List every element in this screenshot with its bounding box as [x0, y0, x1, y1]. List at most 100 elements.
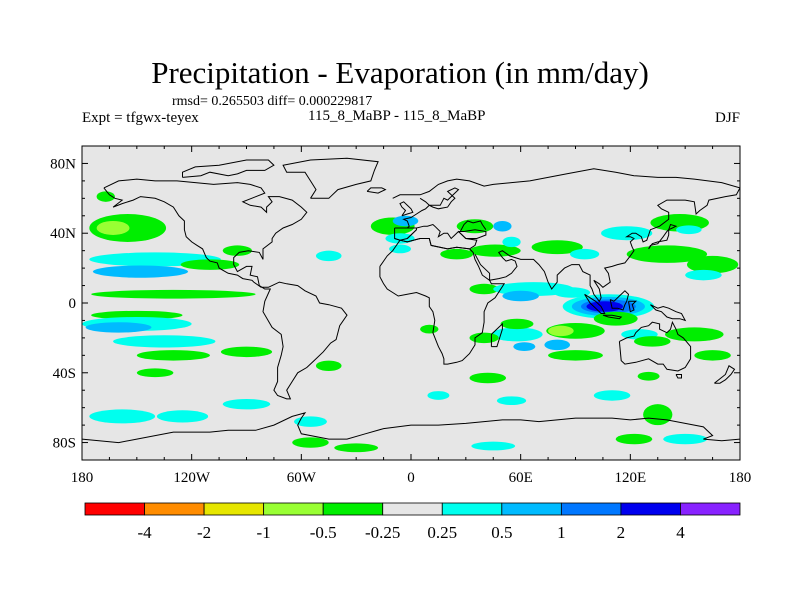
- season-label: DJF: [714, 110, 740, 126]
- coastline-16: [668, 223, 678, 231]
- contour-region-4: [92, 265, 189, 278]
- coastline-0: [103, 178, 348, 400]
- y-tick-label-4: 80S: [53, 436, 76, 452]
- colorbar-label-2: -1: [257, 523, 271, 542]
- x-tick-label-4: 60E: [509, 470, 533, 486]
- contour-region-34: [502, 290, 539, 302]
- contour-region-67: [643, 404, 673, 426]
- contour-region-62: [637, 371, 660, 381]
- contour-region-10: [85, 322, 152, 333]
- coastline-18: [602, 314, 623, 320]
- contour-region-48: [593, 311, 638, 326]
- contour-region-7: [222, 245, 252, 256]
- contour-region-43: [685, 269, 722, 281]
- contour-region-63: [469, 372, 507, 384]
- contour-region-55: [500, 318, 534, 330]
- coastlines: [82, 157, 740, 444]
- colorbar-label-4: -0.25: [365, 523, 400, 542]
- contour-fields: [82, 191, 739, 453]
- coastline-7: [458, 229, 487, 239]
- colorbar-swatch-4: [322, 502, 384, 516]
- y-tick-label-0: 80N: [50, 156, 76, 172]
- coastline-23: [675, 374, 682, 379]
- contour-region-36: [531, 240, 583, 255]
- case-comparison-label: 115_8_MaBP - 115_8_MaBP: [308, 108, 486, 124]
- rmsd-diff-stats: rmsd= 0.265503 diff= 0.000229817: [172, 94, 373, 109]
- contour-region-16: [89, 409, 156, 424]
- colorbar-swatch-9: [620, 502, 681, 516]
- coastline-20: [628, 300, 638, 313]
- contour-region-11: [113, 335, 216, 348]
- contour-region-25: [385, 233, 415, 244]
- colorbar-label-7: 1: [557, 523, 566, 542]
- colorbar-swatch-2: [203, 502, 265, 516]
- y-tick-label-3: 40S: [53, 366, 76, 382]
- colorbar-label-1: -2: [197, 523, 211, 542]
- contour-region-64: [427, 391, 450, 400]
- coastline-19: [609, 290, 630, 311]
- colorbar-swatch-8: [560, 502, 622, 516]
- x-tick-label-1: 120W: [173, 470, 211, 486]
- contour-region-30: [502, 236, 521, 248]
- contour-region-53: [513, 342, 536, 351]
- contour-region-60: [665, 327, 724, 342]
- contour-region-26: [389, 244, 411, 254]
- contour-region-61: [694, 350, 731, 361]
- contour-region-52: [491, 327, 543, 342]
- colorbar-swatch-1: [144, 502, 205, 516]
- contour-region-8: [91, 310, 183, 320]
- contour-region-2: [96, 221, 130, 235]
- contour-region-57: [548, 350, 603, 361]
- colorbar-label-9: 4: [676, 523, 685, 542]
- contour-region-42: [686, 255, 739, 274]
- colorbar: -4 -2 -1 -0.5 -0.25 0.25 0.5 1 2 4: [84, 502, 741, 542]
- contour-region-50: [548, 325, 574, 337]
- x-tick-label-0: 180: [71, 470, 94, 486]
- x-tick-label-3: 0: [407, 470, 415, 486]
- contour-region-68: [471, 441, 516, 451]
- experiment-label: Expt = tfgwx-teyex: [82, 110, 199, 126]
- coastline-2: [182, 159, 275, 178]
- colorbar-label-6: 0.5: [491, 523, 512, 542]
- coastline-12: [379, 238, 506, 365]
- coastline-21: [650, 304, 687, 322]
- contour-region-15: [222, 398, 271, 410]
- contour-region-13: [220, 346, 273, 358]
- contour-region-51: [544, 339, 571, 351]
- colorbar-swatch-5: [382, 502, 443, 516]
- colorbar-label-3: -0.5: [310, 523, 337, 542]
- contour-region-59: [633, 336, 671, 347]
- colorbar-swatch-6: [441, 502, 503, 516]
- contour-region-65: [496, 396, 527, 406]
- y-tick-label-1: 40N: [50, 226, 76, 242]
- contour-region-21: [334, 443, 379, 453]
- contour-region-31: [493, 221, 512, 232]
- coastline-3: [366, 187, 387, 194]
- x-tick-label-2: 60W: [287, 470, 317, 486]
- contour-region-6: [91, 289, 256, 299]
- coastline-14: [474, 187, 740, 303]
- contour-region-24: [392, 215, 419, 227]
- contour-region-56: [420, 324, 439, 334]
- contour-region-69: [615, 433, 653, 445]
- contour-region-22: [315, 250, 342, 262]
- contour-region-5: [180, 259, 240, 270]
- contour-region-40: [676, 225, 702, 235]
- contour-region-54: [469, 332, 499, 344]
- contour-region-38: [601, 226, 653, 241]
- contour-region-32: [469, 283, 499, 295]
- map-axes: 180 120W 60W 0 60E 120E 180 80N 40N 0 40S 80S: [50, 146, 751, 486]
- contour-region-66: [593, 390, 631, 401]
- y-tick-label-2: 0: [69, 296, 77, 312]
- colorbar-swatch-3: [263, 502, 324, 516]
- colorbar-swatch-0: [84, 502, 145, 516]
- colorbar-label-8: 2: [617, 523, 626, 542]
- colorbar-label-5: 0.25: [427, 523, 457, 542]
- coastline-10: [429, 187, 460, 210]
- contour-region-35: [553, 287, 591, 298]
- coastline-9: [402, 197, 431, 229]
- x-tick-label-5: 120E: [614, 470, 646, 486]
- coastline-24: [714, 365, 736, 384]
- colorbar-swatch-7: [501, 502, 562, 516]
